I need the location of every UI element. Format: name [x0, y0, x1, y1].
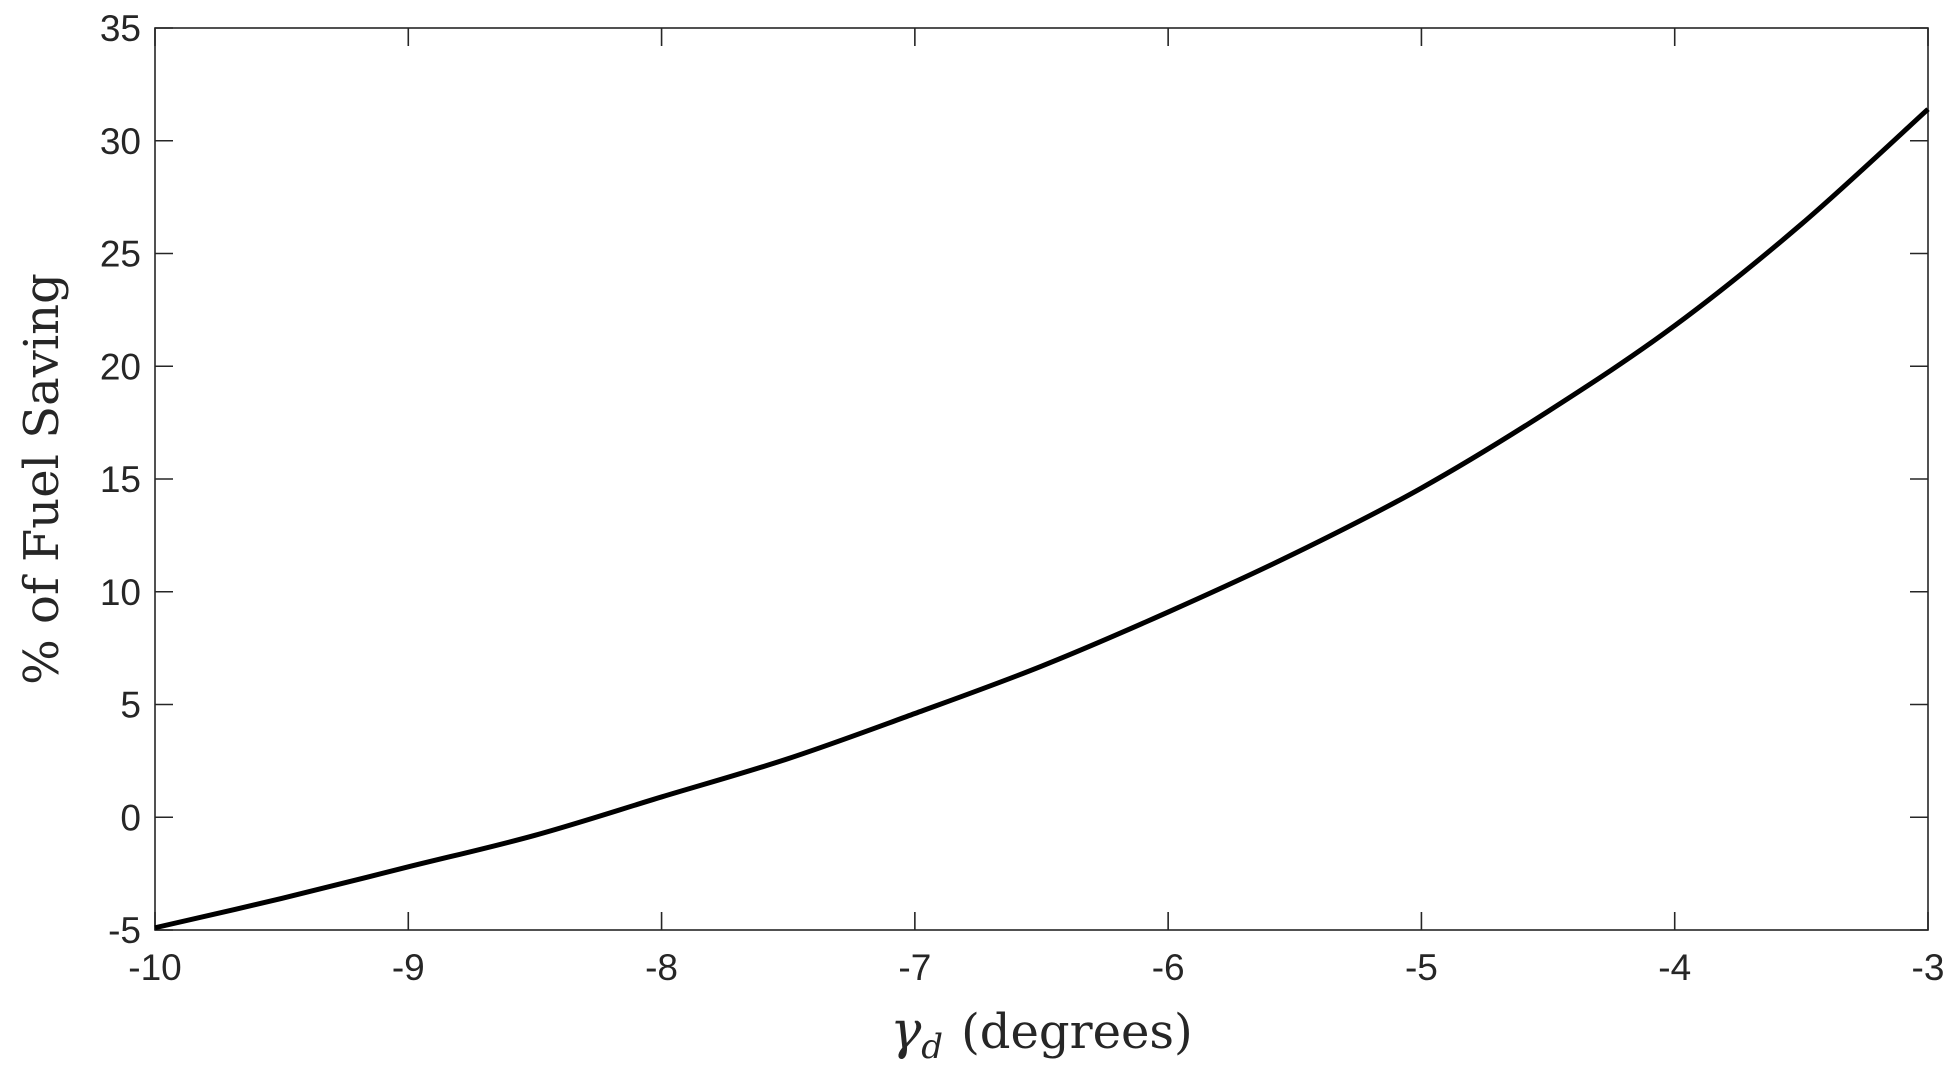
x-axis-subscript: d: [921, 1027, 943, 1067]
x-tick-label: -9: [392, 947, 425, 988]
x-axis-suffix: (degrees): [961, 1004, 1193, 1060]
x-tick-label: -6: [1152, 947, 1185, 988]
y-tick-label: 5: [120, 685, 141, 726]
plot-area: [154, 27, 1929, 931]
y-tick-label: 15: [100, 459, 141, 500]
y-tick-label: 30: [100, 121, 141, 162]
y-tick-label: 25: [100, 234, 141, 275]
x-tick-label: -8: [645, 947, 678, 988]
x-tick-label: -3: [1912, 947, 1945, 988]
series-line: [154, 107, 1930, 931]
y-tick-label: 0: [120, 797, 141, 838]
y-tick-label: 20: [100, 346, 141, 387]
x-tick-label: -5: [1405, 947, 1438, 988]
x-tick-label: -4: [1658, 947, 1691, 988]
y-tick-label: -5: [108, 910, 141, 951]
y-axis-title: % of Fuel Saving: [14, 273, 70, 685]
x-tick-label: -10: [128, 947, 181, 988]
series-layer: [154, 107, 1930, 931]
x-tick-label: -7: [898, 947, 931, 988]
tick-labels-layer: -10 -9 -8 -7 -6 -5 -4 -3 -5 0 5 10 15 20 25 30 35: [100, 8, 1945, 988]
y-tick-label: 35: [100, 8, 141, 49]
x-axis-symbol: γ: [890, 1001, 922, 1061]
y-tick-label: 10: [100, 572, 141, 613]
x-axis-title: γd (degrees): [890, 1001, 1193, 1067]
ticks-layer: [154, 27, 1929, 931]
